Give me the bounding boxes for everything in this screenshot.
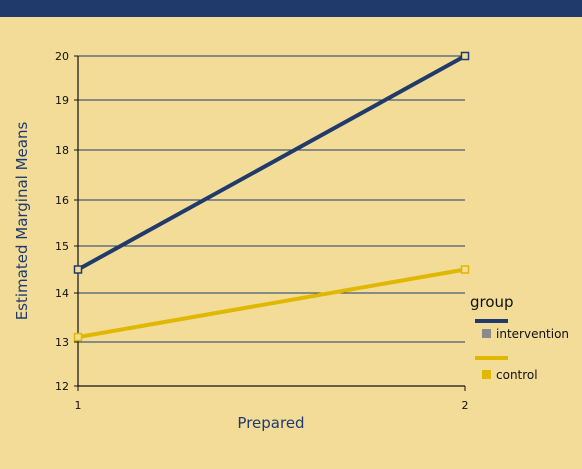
x-tick-label: 1 xyxy=(75,399,82,412)
y-tick-labels: 12 13 14 15 16 18 19 20 xyxy=(55,50,78,393)
legend-title: group xyxy=(470,293,514,311)
y-axis-title: Estimated Marginal Means xyxy=(13,122,31,321)
y-tick-label: 13 xyxy=(55,336,69,349)
data-point-intervention xyxy=(460,51,470,61)
legend-marker-intervention xyxy=(482,329,491,338)
top-bar xyxy=(0,0,582,17)
grid-lines xyxy=(78,55,465,343)
x-axis-title: Prepared xyxy=(237,414,304,432)
y-tick-label: 16 xyxy=(55,194,69,207)
data-point-control xyxy=(73,332,83,342)
y-tick-label: 20 xyxy=(55,50,69,63)
y-tick-label: 19 xyxy=(55,94,69,107)
x-tick-label: 2 xyxy=(462,399,469,412)
series-layer xyxy=(73,51,470,342)
data-point-control xyxy=(460,265,470,274)
series-line-control xyxy=(77,267,466,340)
legend-marker-control xyxy=(482,370,491,379)
y-tick-label: 12 xyxy=(55,380,69,393)
data-point-intervention xyxy=(73,265,83,274)
legend-label-control: control xyxy=(496,368,538,382)
legend: group intervention control xyxy=(470,293,569,382)
series-line-intervention xyxy=(77,54,466,272)
y-tick-label: 15 xyxy=(55,240,69,253)
legend-label-intervention: intervention xyxy=(496,327,569,341)
y-tick-label: 14 xyxy=(55,287,69,300)
y-tick-label: 18 xyxy=(55,144,69,157)
